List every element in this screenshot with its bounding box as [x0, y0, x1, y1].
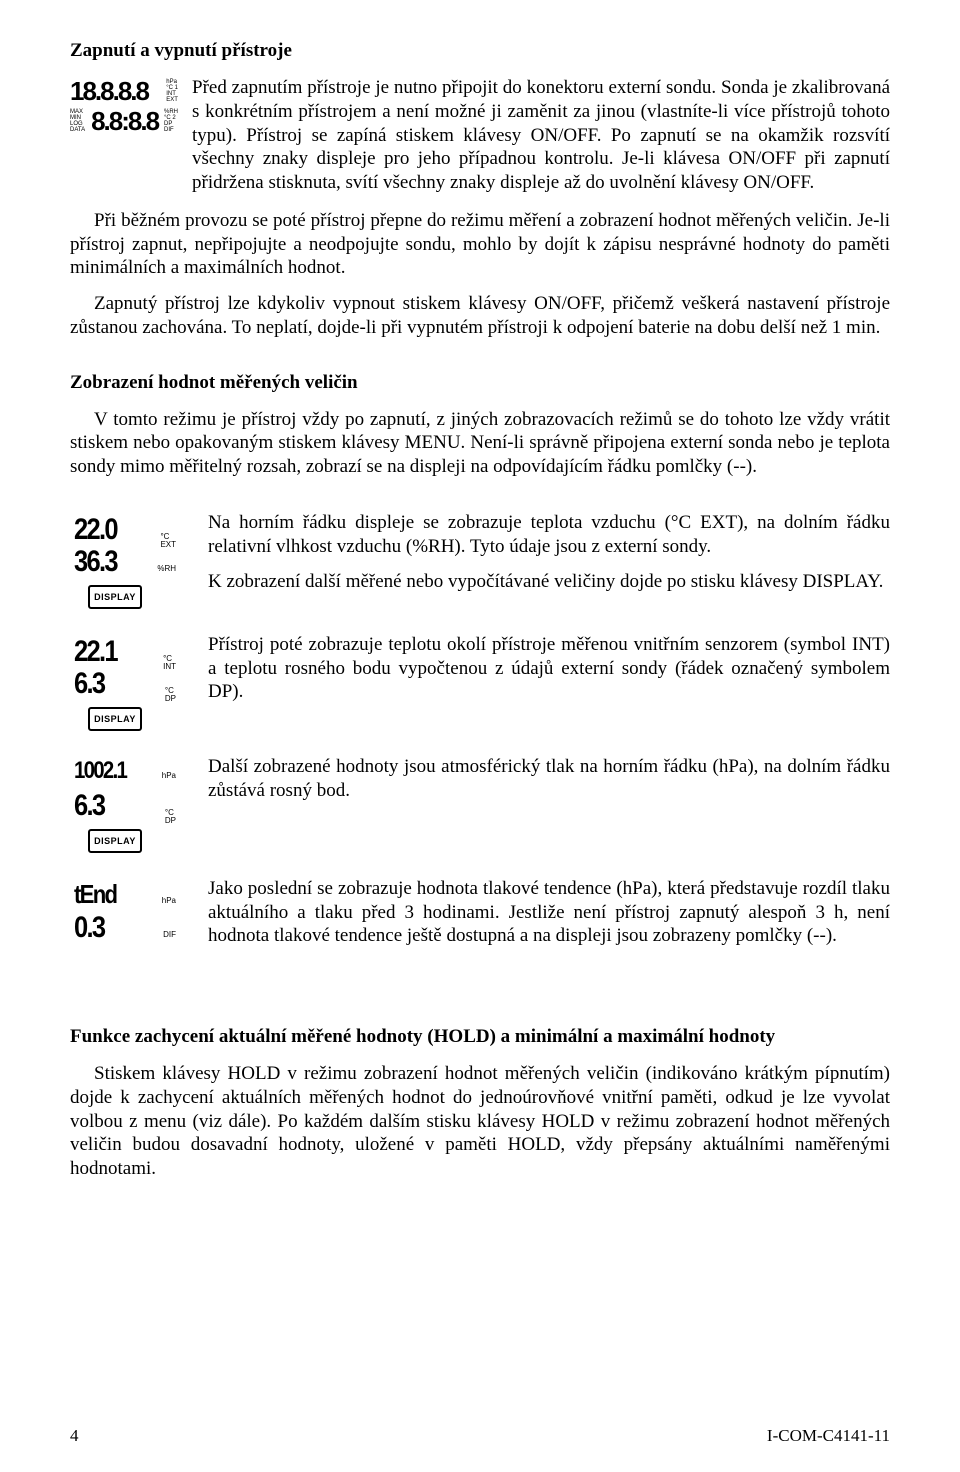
lcd-units-top: hPa — [162, 897, 176, 905]
display-row-4: tEnd hPa 0.3 DIF Jako poslední se zobraz… — [70, 877, 890, 960]
paragraph: Zapnutý přístroj lze kdykoliv vypnout st… — [70, 292, 890, 340]
paragraph: Při běžném provozu se poté přístroj přep… — [70, 209, 890, 280]
display-button[interactable]: DISPLAY — [88, 829, 142, 853]
lcd-units-bot: %RH — [157, 565, 176, 573]
unit: DIF — [163, 931, 176, 939]
unit: hPa — [162, 772, 176, 780]
lcd-value-bot: 6.3 — [74, 789, 104, 823]
lcd-units-bot: DIF — [163, 931, 176, 939]
lcd-full-top: 18.8.8.8 — [70, 76, 148, 107]
page-number: 4 — [70, 1426, 79, 1446]
lcd-value-bot: 36.3 — [74, 545, 117, 579]
page: Zapnutí a vypnutí přístroje 18.8.8.8 hPa… — [0, 0, 960, 1472]
lcd-value-top: 22.0 — [74, 513, 117, 547]
lcd-full-tags-bot: %RH °C 2 DP DIF — [164, 109, 178, 133]
tag: EXT — [166, 97, 178, 103]
tag: DIF — [164, 127, 178, 133]
unit: hPa — [162, 897, 176, 905]
paragraph: Přístroj poté zobrazuje teplotu okolí př… — [208, 633, 890, 704]
lcd-units-top: hPa — [162, 772, 176, 780]
section-title-display: Zobrazení hodnot měřených veličin — [70, 372, 890, 394]
unit: %RH — [157, 565, 176, 573]
lcd-value-bot: 6.3 — [74, 667, 104, 701]
lcd-all-segments: 18.8.8.8 hPa °C 1 INT EXT MAX MIN LOG DA… — [70, 76, 178, 136]
display-button[interactable]: DISPLAY — [88, 707, 142, 731]
lcd-value-bot: 0.3 — [74, 911, 104, 945]
lcd-value-top: 1002.1 — [74, 757, 126, 785]
paragraph: V tomto režimu je přístroj vždy po zapnu… — [70, 408, 890, 479]
display-button[interactable]: DISPLAY — [88, 585, 142, 609]
lcd-full-left-tags: MAX MIN LOG DATA — [70, 109, 85, 133]
lcd-units-top: °C EXT — [160, 533, 176, 549]
paragraph: K zobrazení další měřené nebo vypočítáva… — [208, 570, 890, 594]
lcd-ext-rh: 22.0 °C EXT 36.3 %RH — [70, 511, 180, 581]
display-row-2: 22.1 °C INT 6.3 °C DP DISPLAY Přístroj p… — [70, 633, 890, 749]
lcd-full-tags-top: hPa °C 1 INT EXT — [166, 79, 178, 103]
section-title-power: Zapnutí a vypnutí přístroje — [70, 40, 890, 62]
paragraph: Před zapnutím přístroje je nutno připoji… — [192, 76, 890, 195]
doc-id: I-COM-C4141-11 — [767, 1426, 890, 1446]
lcd-units-bot: °C DP — [165, 687, 176, 703]
unit: EXT — [160, 541, 176, 549]
unit: INT — [163, 663, 176, 671]
display-row-1: 22.0 °C EXT 36.3 %RH DISPLAY Na horním ř… — [70, 511, 890, 627]
unit: DP — [165, 817, 176, 825]
display-row-3: 1002.1 hPa 6.3 °C DP DISPLAY Další zobra… — [70, 755, 890, 871]
lcd-hpa-dp: 1002.1 hPa 6.3 °C DP — [70, 755, 180, 825]
intro-block: 18.8.8.8 hPa °C 1 INT EXT MAX MIN LOG DA… — [70, 76, 890, 207]
unit: DP — [165, 695, 176, 703]
lcd-units-bot: °C DP — [165, 809, 176, 825]
lcd-value-top: 22.1 — [74, 635, 117, 669]
lcd-units-top: °C INT — [163, 655, 176, 671]
paragraph: Na horním řádku displeje se zobrazuje te… — [208, 511, 890, 559]
lcd-int-dp: 22.1 °C INT 6.3 °C DP — [70, 633, 180, 703]
lcd-value-top: tEnd — [74, 879, 116, 910]
paragraph: Jako poslední se zobrazuje hodnota tlako… — [208, 877, 890, 948]
paragraph: Stiskem klávesy HOLD v režimu zobrazení … — [70, 1062, 890, 1181]
tag: DATA — [70, 127, 85, 133]
paragraph: Další zobrazené hodnoty jsou atmosférick… — [208, 755, 890, 803]
lcd-full-bot: 8.8:8.8 — [91, 106, 158, 137]
page-footer: 4 I-COM-C4141-11 — [70, 1426, 890, 1446]
section-title-hold: Funkce zachycení aktuální měřené hodnoty… — [70, 1026, 890, 1048]
lcd-tend-dif: tEnd hPa 0.3 DIF — [70, 877, 180, 947]
